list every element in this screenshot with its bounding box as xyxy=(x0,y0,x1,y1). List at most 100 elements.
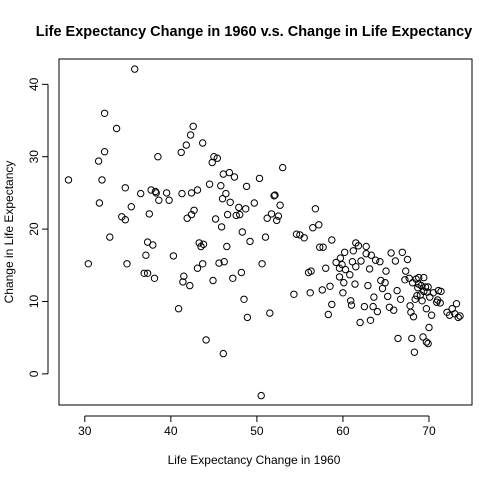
data-point xyxy=(218,195,227,203)
data-point xyxy=(394,334,402,343)
data-point xyxy=(271,191,279,199)
data-point xyxy=(235,203,243,212)
data-point xyxy=(217,182,225,190)
data-point xyxy=(420,273,428,282)
data-point xyxy=(360,302,369,311)
data-point xyxy=(328,300,336,309)
data-point xyxy=(445,311,454,319)
data-point xyxy=(263,214,271,222)
data-point xyxy=(424,283,432,291)
data-point xyxy=(232,211,240,220)
data-point xyxy=(193,264,202,272)
data-point xyxy=(213,154,222,162)
data-point xyxy=(223,242,231,251)
data-point xyxy=(348,258,357,266)
data-point xyxy=(94,157,103,165)
data-point xyxy=(225,168,234,177)
data-point xyxy=(174,305,183,313)
data-point xyxy=(143,269,152,277)
data-point xyxy=(309,224,317,232)
data-point xyxy=(210,153,218,161)
data-point xyxy=(336,254,345,262)
data-point xyxy=(456,312,464,320)
data-point xyxy=(142,251,150,259)
data-point xyxy=(190,206,198,215)
data-point xyxy=(420,287,428,296)
data-point xyxy=(366,316,375,324)
data-point xyxy=(402,267,410,275)
data-point xyxy=(410,348,419,356)
x-tick-label: 60 xyxy=(336,424,350,438)
data-point xyxy=(370,293,378,301)
data-point xyxy=(290,290,298,298)
data-point xyxy=(341,248,349,257)
data-point xyxy=(419,333,427,341)
data-point xyxy=(178,189,186,198)
data-point xyxy=(145,210,154,218)
data-point xyxy=(187,189,196,197)
x-axis: 30 40 50 60 70 xyxy=(78,415,436,438)
data-point xyxy=(367,251,375,259)
data-point xyxy=(411,295,419,303)
data-point xyxy=(421,283,430,291)
data-point xyxy=(384,292,392,301)
data-point xyxy=(151,187,160,196)
data-point xyxy=(217,223,226,231)
data-point xyxy=(292,230,301,238)
data-point xyxy=(237,268,246,277)
data-point xyxy=(229,274,237,282)
data-point xyxy=(270,192,278,200)
data-point xyxy=(408,334,416,343)
data-point xyxy=(261,233,270,241)
data-point xyxy=(186,131,195,139)
data-point xyxy=(243,313,252,322)
data-point xyxy=(226,198,234,207)
data-point xyxy=(250,199,259,207)
data-point xyxy=(131,65,139,73)
data-point xyxy=(193,186,202,194)
data-point xyxy=(121,184,130,192)
data-point xyxy=(356,318,364,327)
data-point xyxy=(339,289,347,297)
data-point xyxy=(422,338,431,346)
data-point xyxy=(222,189,230,198)
data-point xyxy=(162,189,171,197)
data-point xyxy=(364,281,372,290)
data-point xyxy=(326,282,334,290)
data-point xyxy=(179,278,187,286)
data-point xyxy=(220,258,228,266)
data-point xyxy=(127,203,136,211)
data-point xyxy=(137,189,145,198)
data-point xyxy=(365,265,374,273)
y-axis-title: Change in Life Expectancy xyxy=(2,161,16,304)
data-point xyxy=(403,255,412,264)
y-tick-label: 30 xyxy=(27,150,41,164)
data-point xyxy=(349,247,357,255)
data-point xyxy=(382,267,390,275)
data-point xyxy=(454,313,462,322)
data-point xyxy=(236,210,244,219)
data-point xyxy=(347,297,355,305)
data-point xyxy=(319,243,327,251)
y-tick-label: 0 xyxy=(27,370,41,377)
data-point xyxy=(409,313,418,321)
data-point xyxy=(149,241,157,249)
data-point xyxy=(100,109,109,118)
data-point xyxy=(150,274,159,282)
data-point xyxy=(371,256,380,264)
data-point xyxy=(242,205,250,213)
data-point xyxy=(209,276,217,285)
x-tick-label: 50 xyxy=(250,424,264,438)
data-point xyxy=(377,276,385,285)
data-point xyxy=(112,124,121,133)
data-point xyxy=(177,148,185,157)
data-point xyxy=(106,233,114,241)
data-point xyxy=(257,391,265,400)
data-point xyxy=(98,176,106,184)
data-point xyxy=(376,258,384,266)
data-point xyxy=(195,239,203,247)
data-point xyxy=(315,221,323,229)
points-layer xyxy=(64,65,464,400)
y-tick-label: 20 xyxy=(27,222,41,236)
